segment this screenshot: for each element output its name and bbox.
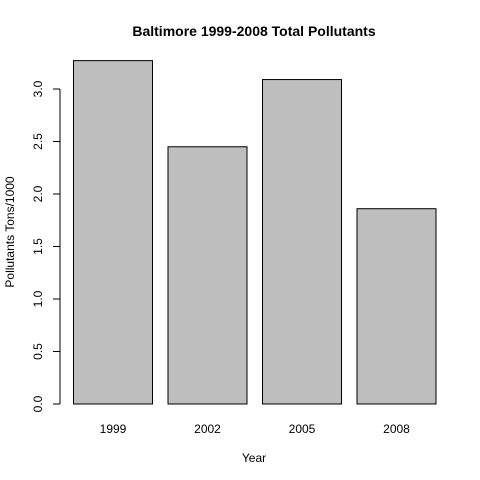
bar-2008 <box>357 209 436 404</box>
x-tick-labels: 1999 2002 2005 2008 <box>100 422 411 436</box>
y-axis-label: Pollutants Tons/1000 <box>3 176 17 288</box>
y-tick-label: 0.5 <box>31 343 45 360</box>
x-tick-label-2002: 2002 <box>194 422 221 436</box>
chart-title: Baltimore 1999-2008 Total Pollutants <box>132 23 375 39</box>
bar-2005 <box>263 80 342 404</box>
y-tick-label: 1.0 <box>31 290 45 307</box>
y-tick-label: 0.0 <box>31 395 45 412</box>
bar-1999 <box>74 61 153 404</box>
x-tick-label-1999: 1999 <box>100 422 127 436</box>
y-tick-label: 3.0 <box>31 80 45 97</box>
y-tick-label: 1.5 <box>31 238 45 255</box>
bars-group <box>74 61 437 404</box>
bar-2002 <box>168 147 247 404</box>
y-tick-label: 2.0 <box>31 185 45 202</box>
x-tick-label-2005: 2005 <box>289 422 316 436</box>
x-axis-label: Year <box>242 451 266 465</box>
y-tick-label: 2.5 <box>31 133 45 150</box>
y-axis: 0.0 0.5 1.0 1.5 2.0 2.5 3.0 <box>31 80 60 412</box>
x-tick-label-2008: 2008 <box>383 422 410 436</box>
